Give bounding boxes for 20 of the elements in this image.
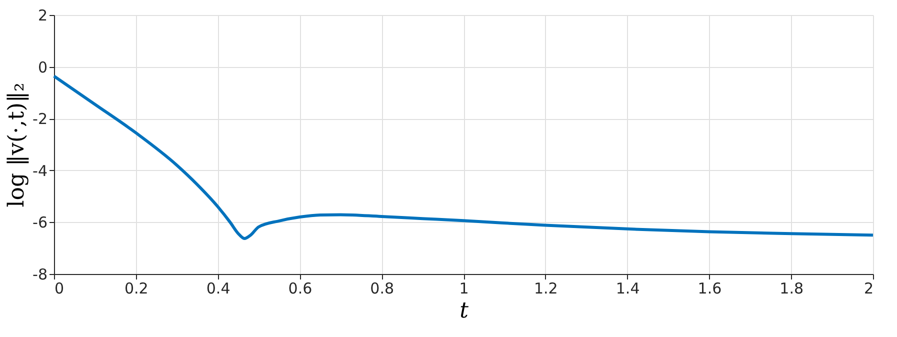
x-tick-label: 1 — [459, 280, 469, 298]
y-tick-label: -8 — [32, 266, 48, 284]
y-tick-label: -4 — [32, 162, 48, 180]
y-axis-title: log ‖v(·,t)‖₂ — [4, 82, 30, 208]
x-tick-label: 0.2 — [124, 280, 148, 298]
x-tick-label: 1.4 — [616, 280, 640, 298]
x-tick-label: 0.4 — [206, 280, 230, 298]
x-tick-label: 2 — [864, 280, 874, 298]
x-tick-label: 0 — [54, 280, 64, 298]
y-tick-label: 2 — [38, 6, 48, 24]
x-tick-label: 1.6 — [698, 280, 722, 298]
y-tick-label: 0 — [38, 58, 48, 76]
x-tick-label: 0.6 — [288, 280, 312, 298]
x-tick-label: 0.8 — [370, 280, 394, 298]
y-tick-label: -6 — [32, 214, 48, 232]
y-tick-label: -2 — [32, 110, 48, 128]
x-tick-label: 1.2 — [534, 280, 558, 298]
x-tick-label: 1.8 — [780, 280, 804, 298]
x-axis-title: t — [460, 298, 469, 324]
line-series — [52, 74, 874, 240]
